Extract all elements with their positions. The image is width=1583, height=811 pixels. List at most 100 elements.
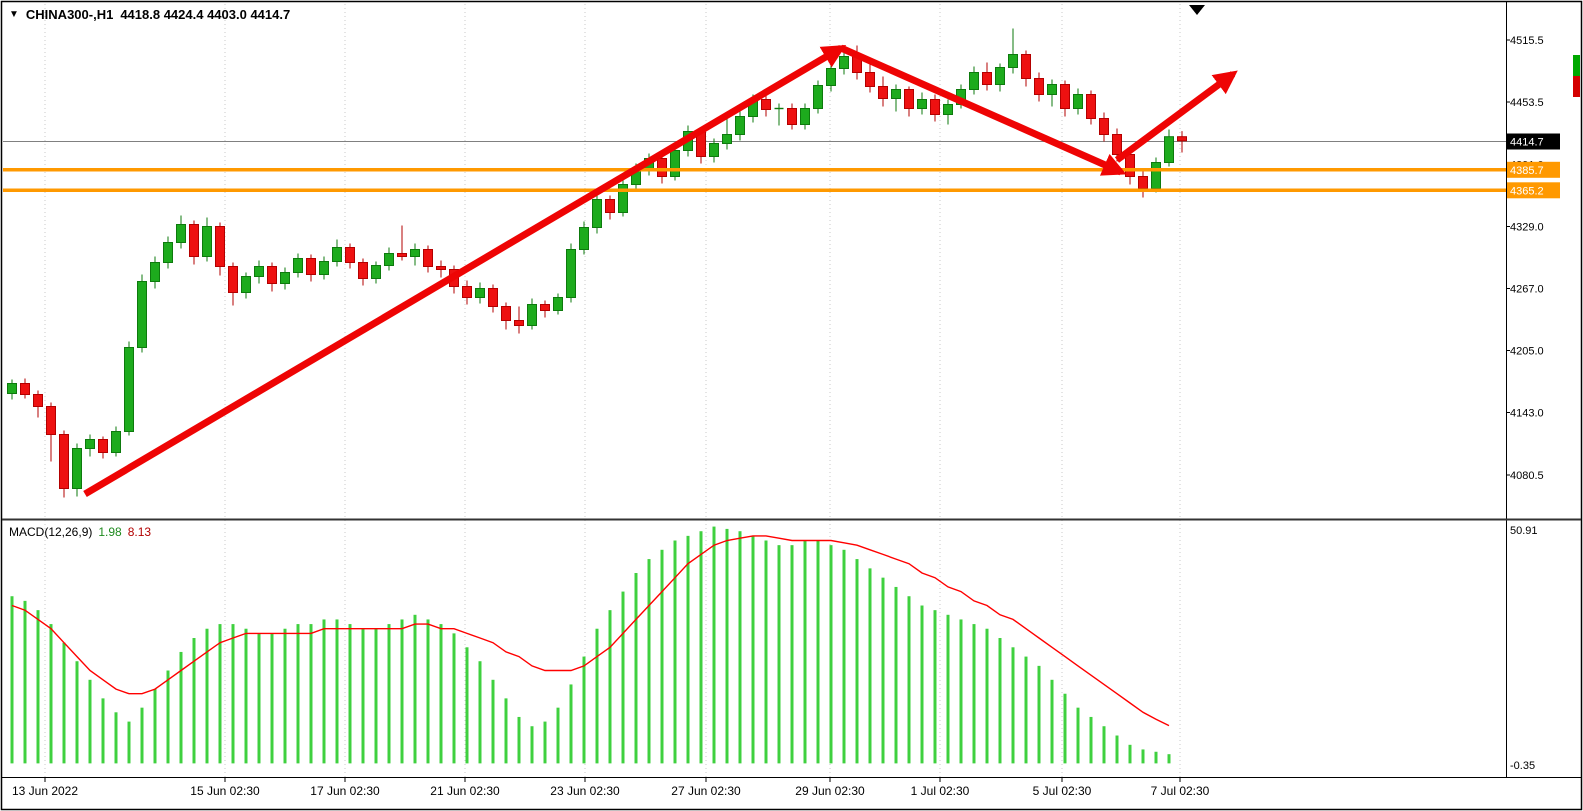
macd-histogram-bar bbox=[634, 573, 638, 764]
trend-arrow[interactable] bbox=[83, 44, 847, 498]
macd-histogram-bar bbox=[946, 614, 950, 764]
time-axis-label: 29 Jun 02:30 bbox=[795, 784, 865, 798]
scroll-to-end-icon[interactable] bbox=[1189, 5, 1205, 15]
macd-histogram-bar bbox=[218, 624, 222, 764]
macd-histogram-bar bbox=[1063, 693, 1067, 764]
macd-histogram-bar bbox=[322, 619, 326, 764]
edge-indicator-green bbox=[1573, 55, 1580, 76]
macd-histogram-bar bbox=[244, 628, 248, 764]
candle-body bbox=[176, 224, 186, 243]
hline-price-badge bbox=[1507, 182, 1560, 199]
candle-body bbox=[618, 184, 628, 213]
candle-body bbox=[969, 72, 979, 90]
candle-body bbox=[202, 226, 212, 257]
candle-body bbox=[592, 199, 602, 228]
candle-body bbox=[280, 272, 290, 284]
candle-body bbox=[1164, 136, 1174, 163]
hline-price-badge bbox=[1507, 161, 1560, 178]
bid-price-badge bbox=[1507, 133, 1560, 150]
macd-histogram-bar bbox=[1024, 656, 1028, 764]
macd-histogram-bar bbox=[62, 642, 66, 764]
macd-histogram-bar bbox=[296, 624, 300, 764]
candle-body bbox=[1112, 134, 1122, 155]
macd-histogram-bar bbox=[959, 619, 963, 764]
macd-histogram-bar bbox=[36, 610, 40, 764]
time-axis-label: 23 Jun 02:30 bbox=[550, 784, 620, 798]
candle-body bbox=[59, 434, 69, 489]
candle-body bbox=[111, 431, 121, 453]
candle-body bbox=[72, 448, 82, 489]
candle-body bbox=[605, 199, 615, 213]
macd-histogram-bar bbox=[504, 698, 508, 764]
macd-histogram-bar bbox=[790, 545, 794, 764]
macd-histogram-bar bbox=[1089, 716, 1093, 764]
candle-body bbox=[20, 383, 30, 395]
macd-histogram-bar bbox=[764, 540, 768, 764]
candle-body bbox=[267, 266, 277, 284]
macd-histogram-bar bbox=[582, 656, 586, 764]
candle-body bbox=[1086, 94, 1096, 119]
candle-body bbox=[488, 288, 498, 307]
candle-body bbox=[826, 68, 836, 86]
candle-body bbox=[722, 134, 732, 144]
candle-body bbox=[1021, 54, 1031, 79]
trend-arrows-layer[interactable] bbox=[83, 44, 1238, 498]
price-axis-label: 4205.0 bbox=[1510, 346, 1544, 358]
candle-body bbox=[1008, 54, 1018, 68]
candle-body bbox=[215, 226, 225, 267]
macd-histogram-bar bbox=[1011, 647, 1015, 764]
candle-body bbox=[332, 247, 342, 262]
candle-body bbox=[514, 320, 524, 326]
candle-body bbox=[839, 56, 849, 69]
candle-body bbox=[306, 258, 316, 275]
macd-histogram-bar bbox=[10, 596, 14, 764]
trend-arrow[interactable] bbox=[839, 44, 1127, 176]
candle-body bbox=[943, 104, 953, 115]
macd-histogram-bar bbox=[543, 721, 547, 764]
macd-histogram-bar bbox=[777, 545, 781, 764]
macd-histogram-bar bbox=[179, 651, 183, 764]
candle-body bbox=[735, 116, 745, 135]
macd-histogram-bar bbox=[257, 633, 261, 764]
candle-body bbox=[345, 247, 355, 263]
candle-body bbox=[410, 249, 420, 257]
candles-layer[interactable] bbox=[7, 28, 1187, 498]
candle-body bbox=[540, 304, 550, 311]
macd-layer[interactable] bbox=[10, 526, 1171, 764]
trend-arrow[interactable] bbox=[1114, 70, 1238, 163]
macd-axis-label: -0.35 bbox=[1510, 760, 1535, 772]
macd-histogram-bar bbox=[101, 698, 105, 764]
macd-histogram-bar bbox=[530, 726, 534, 764]
time-axis-layer[interactable]: 13 Jun 2022 15 Jun 02:30 17 Jun 02:30 21 Ju… bbox=[12, 778, 1210, 798]
candle-body bbox=[930, 99, 940, 115]
candle-body bbox=[98, 439, 108, 453]
candle-body bbox=[1034, 78, 1044, 95]
horizontal-lines-layer[interactable] bbox=[3, 168, 1506, 193]
macd-histogram-bar bbox=[1037, 665, 1041, 764]
candle-body bbox=[319, 261, 329, 275]
price-axis-label: 4453.5 bbox=[1510, 97, 1544, 109]
hline-price-badge-label: 4365.2 bbox=[1510, 185, 1544, 197]
candle-body bbox=[228, 266, 238, 293]
macd-histogram-bar bbox=[660, 549, 664, 764]
corner-layer[interactable] bbox=[1189, 5, 1205, 15]
price-axis-label: 4267.0 bbox=[1510, 284, 1544, 296]
macd-histogram-bar bbox=[309, 624, 313, 764]
macd-histogram-bar bbox=[738, 531, 742, 764]
hline-price-badge-label: 4385.7 bbox=[1510, 165, 1544, 177]
candle-body bbox=[657, 158, 667, 177]
symbol-dropdown-icon[interactable]: ▼ bbox=[9, 9, 19, 20]
macd-histogram-bar bbox=[491, 679, 495, 764]
candle-body bbox=[150, 262, 160, 282]
candle-body bbox=[813, 85, 823, 109]
bid-price-badge-label: 4414.7 bbox=[1510, 137, 1544, 149]
time-axis-label: 15 Jun 02:30 bbox=[190, 784, 260, 798]
candle-body bbox=[501, 306, 511, 321]
candle-body bbox=[254, 266, 264, 277]
macd-histogram-bar bbox=[985, 628, 989, 764]
macd-histogram-bar bbox=[972, 624, 976, 764]
candle-body bbox=[371, 265, 381, 279]
macd-histogram-bar bbox=[205, 628, 209, 764]
